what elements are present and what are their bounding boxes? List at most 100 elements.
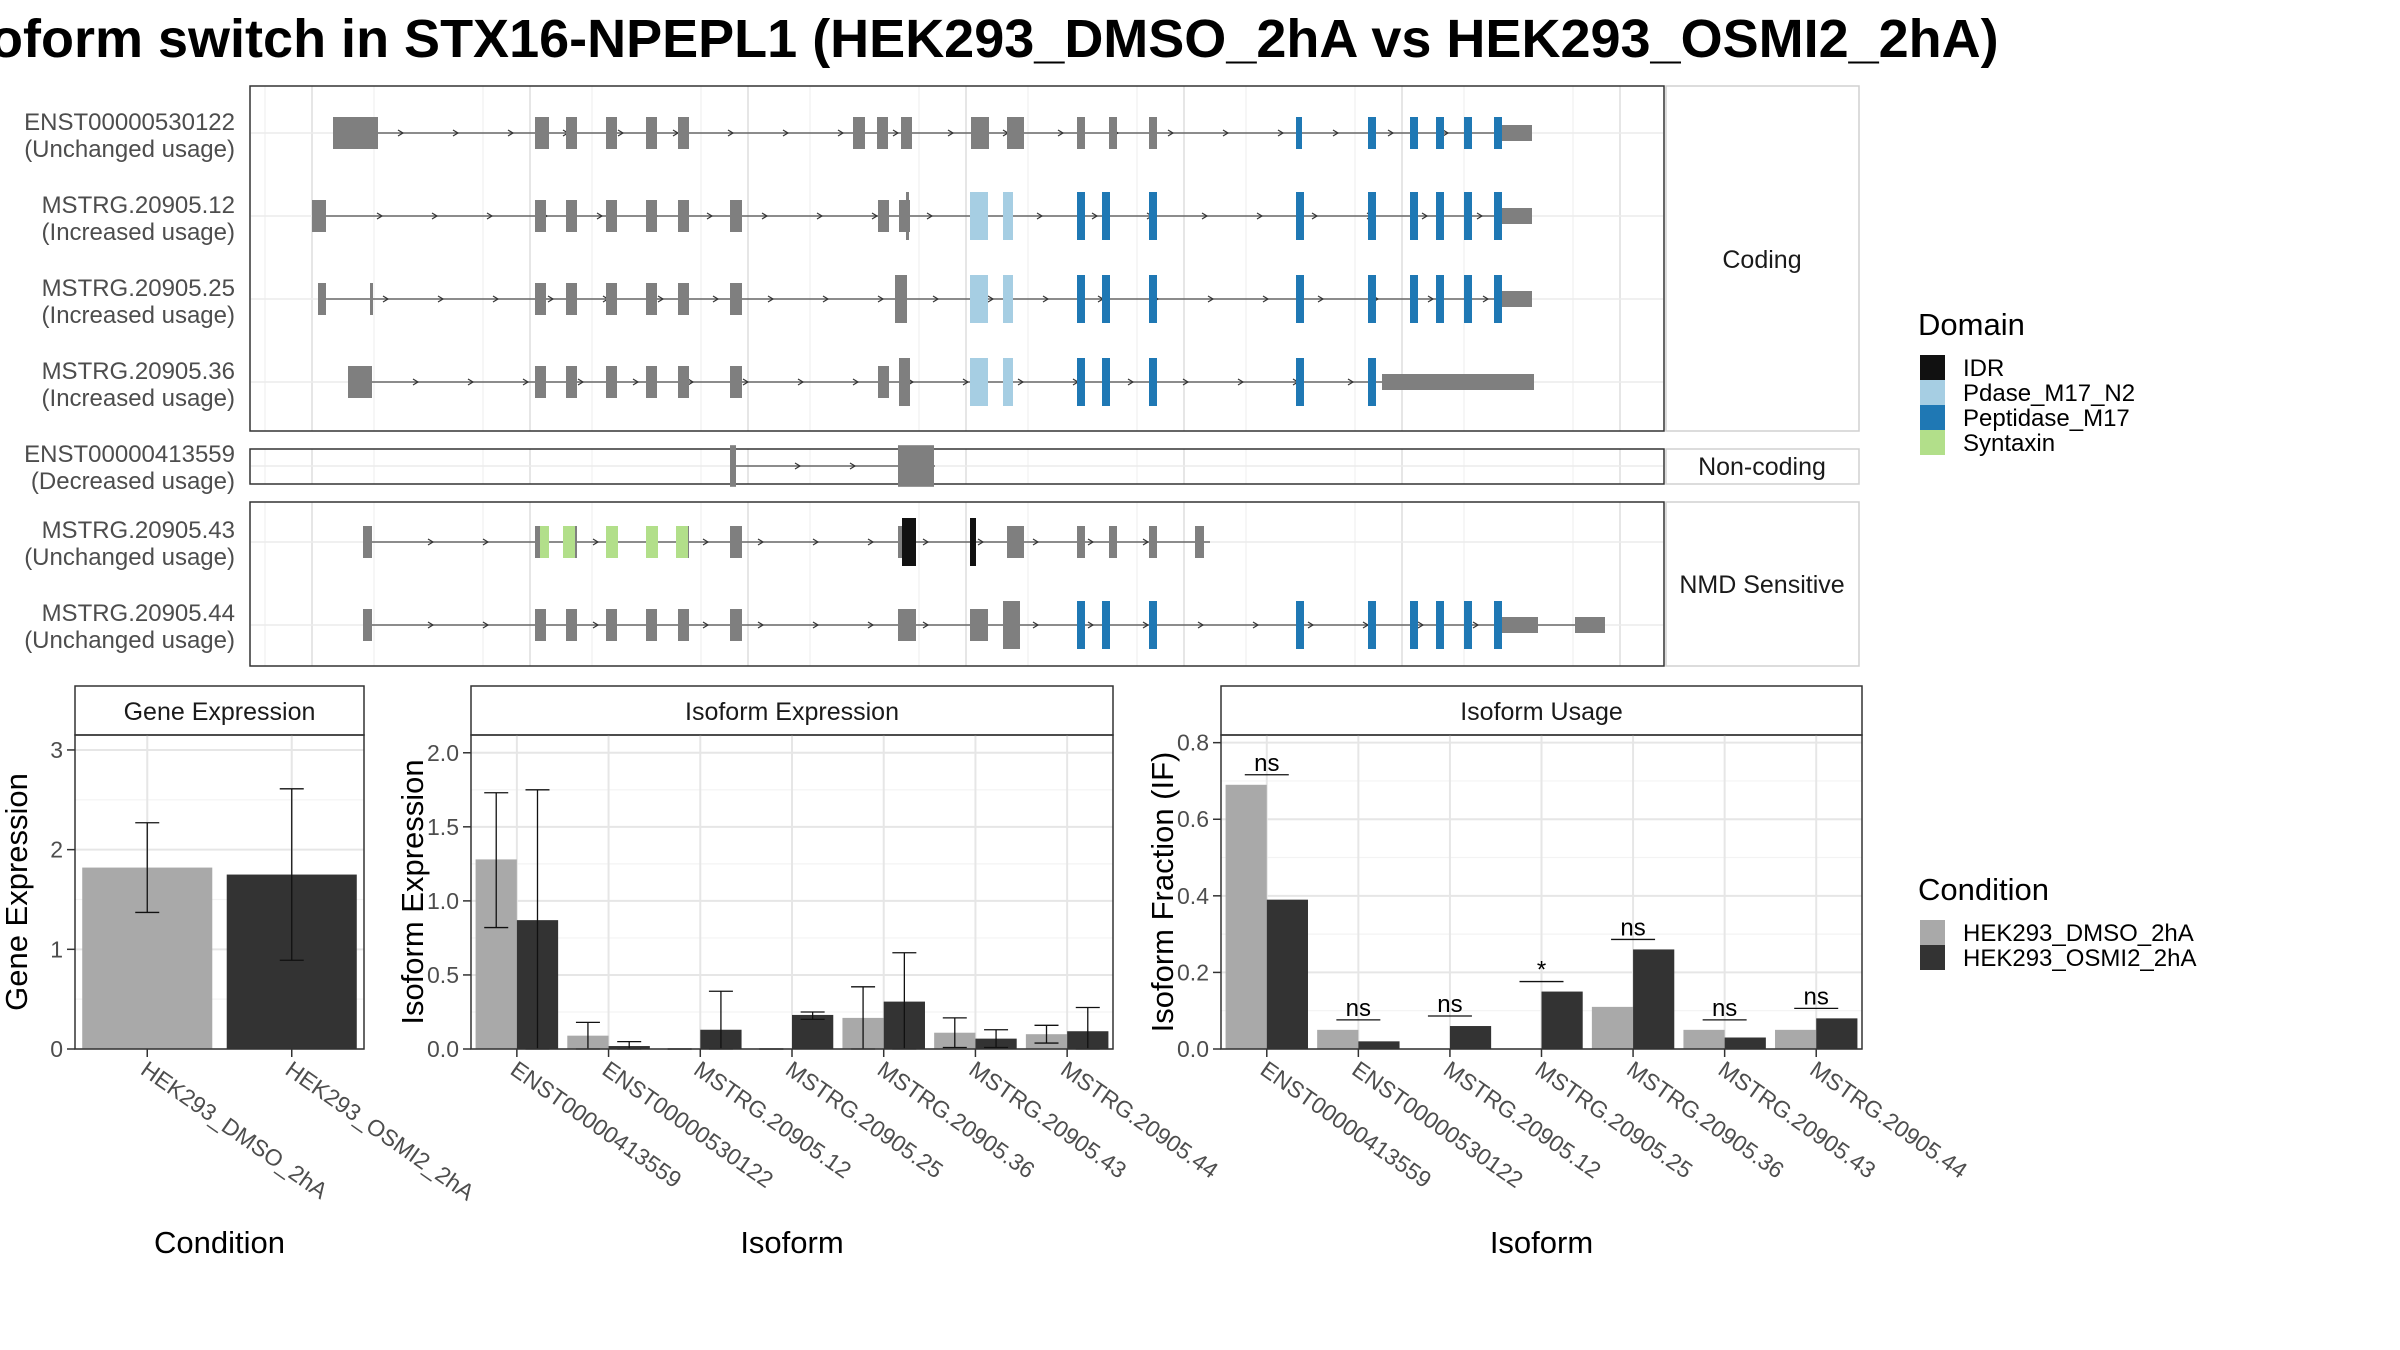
strand-arrow (1311, 212, 1319, 220)
y-tick-label: 0.4 (1177, 883, 1209, 909)
strand-arrow (767, 295, 775, 303)
domain-pdase-m17-n2 (970, 192, 988, 240)
strand-arrow (596, 212, 604, 220)
strand-arrow (757, 621, 765, 629)
legend-label-idr: IDR (1963, 355, 2004, 382)
domain-peptidase-m17 (1296, 601, 1304, 649)
bar-charts: Gene Expression0123HEK293_DMSO_2hAHEK293… (0, 685, 1972, 1260)
exon-block (898, 609, 916, 641)
domain-peptidase-m17 (1149, 275, 1157, 323)
strand-arrow (892, 129, 900, 137)
transcript-usage-label: (Increased usage) (42, 302, 235, 329)
exon-block (1575, 617, 1605, 633)
domain-peptidase-m17 (1436, 275, 1444, 323)
strand-arrow (1317, 295, 1325, 303)
transcript-id-label: ENST00000530122 (24, 109, 235, 136)
strand-arrow (1167, 129, 1175, 137)
nmd-strip-label: NMD Sensitive (1679, 571, 1844, 599)
exon-block (906, 358, 910, 406)
bar-dmso (1317, 1029, 1359, 1049)
domain-peptidase-m17 (1368, 358, 1376, 406)
strand-arrow (757, 538, 765, 546)
exon-block (895, 275, 907, 323)
domain-peptidase-m17 (1464, 601, 1472, 649)
exon-block (730, 445, 736, 487)
exon-block (535, 200, 546, 232)
bar-osmi2 (1633, 949, 1675, 1049)
domain-peptidase-m17 (1149, 601, 1157, 649)
y-tick-label: 0.0 (1177, 1036, 1209, 1062)
exon-block (899, 358, 910, 406)
panel-strip (1220, 685, 1863, 736)
exon-block (646, 200, 657, 232)
domain-peptidase-m17 (1102, 358, 1110, 406)
exon-block (730, 526, 742, 558)
transcript-track (348, 358, 1534, 406)
y-tick-label: 2.0 (427, 740, 459, 766)
exon-block (1007, 526, 1024, 558)
strand-arrow (947, 129, 955, 137)
exon-block (730, 366, 742, 398)
error-bar (135, 822, 160, 914)
transcript-usage-label: (Increased usage) (42, 385, 235, 412)
domain-peptidase-m17 (1149, 192, 1157, 240)
exon-block (906, 192, 909, 240)
strand-arrow (1256, 212, 1264, 220)
exon-block (678, 609, 689, 641)
strand-arrow (1347, 378, 1355, 386)
strand-arrow (1201, 212, 1209, 220)
strand-arrow (852, 378, 860, 386)
legend-swatch-idr (1920, 355, 1945, 380)
domain-pdase-m17-n2 (970, 275, 988, 323)
y-tick-label: 1.0 (427, 888, 459, 914)
bar-dmso (1683, 1029, 1725, 1049)
strand-arrow (1087, 538, 1095, 546)
exon-block (853, 117, 865, 149)
strand-arrow (592, 621, 600, 629)
strand-arrow (1307, 621, 1315, 629)
legend-label-pdase: Pdase_M17_N2 (1963, 380, 2135, 407)
nmd-strip (1665, 501, 1860, 667)
strand-arrow (1182, 378, 1190, 386)
strand-arrow (797, 378, 805, 386)
exon-block (971, 117, 989, 149)
condition-legend-title: Condition (1918, 872, 2049, 907)
bar-dmso (1591, 1006, 1634, 1049)
strand-arrow (922, 621, 930, 629)
domain-peptidase-m17 (1464, 192, 1472, 240)
legend-label-dmso: HEK293_DMSO_2hA (1963, 920, 2194, 947)
strand-arrow (962, 378, 970, 386)
exon-block (878, 200, 889, 232)
y-tick-label: 2 (50, 837, 63, 863)
strand-arrow (492, 295, 500, 303)
error-bar (942, 1017, 967, 1049)
transcript-track (363, 601, 1605, 649)
exon-block (1077, 526, 1085, 558)
exon-block (535, 366, 546, 398)
strand-arrow (794, 462, 802, 470)
exon-block (899, 200, 910, 232)
significance-label: ns (1620, 914, 1645, 941)
domain-peptidase-m17 (1077, 275, 1085, 323)
strand-arrow (547, 295, 555, 303)
strand-arrow (1042, 295, 1050, 303)
strand-arrow (922, 538, 930, 546)
y-tick-label: 0.8 (1177, 730, 1209, 756)
domain-idr (970, 518, 976, 566)
exon-block (606, 283, 617, 315)
exon-block (606, 366, 617, 398)
bar-osmi2 (1358, 1041, 1400, 1049)
domain-peptidase-m17 (1149, 358, 1157, 406)
strand-arrow (632, 378, 640, 386)
bar-dmso (1225, 784, 1267, 1049)
strand-arrow (1277, 129, 1285, 137)
bar-osmi2 (1724, 1037, 1766, 1049)
significance-label: ns (1437, 991, 1462, 1018)
legend-swatch-peptidase (1920, 405, 1945, 430)
domain-syntaxin (646, 526, 658, 558)
strand-arrow (1387, 129, 1395, 137)
transcript-structure-panel: Coding Non-coding NMD Sensitive ENST0000… (24, 85, 1860, 667)
strand-arrow (1142, 538, 1150, 546)
transcript-track (363, 518, 1210, 566)
strand-arrow (816, 212, 824, 220)
